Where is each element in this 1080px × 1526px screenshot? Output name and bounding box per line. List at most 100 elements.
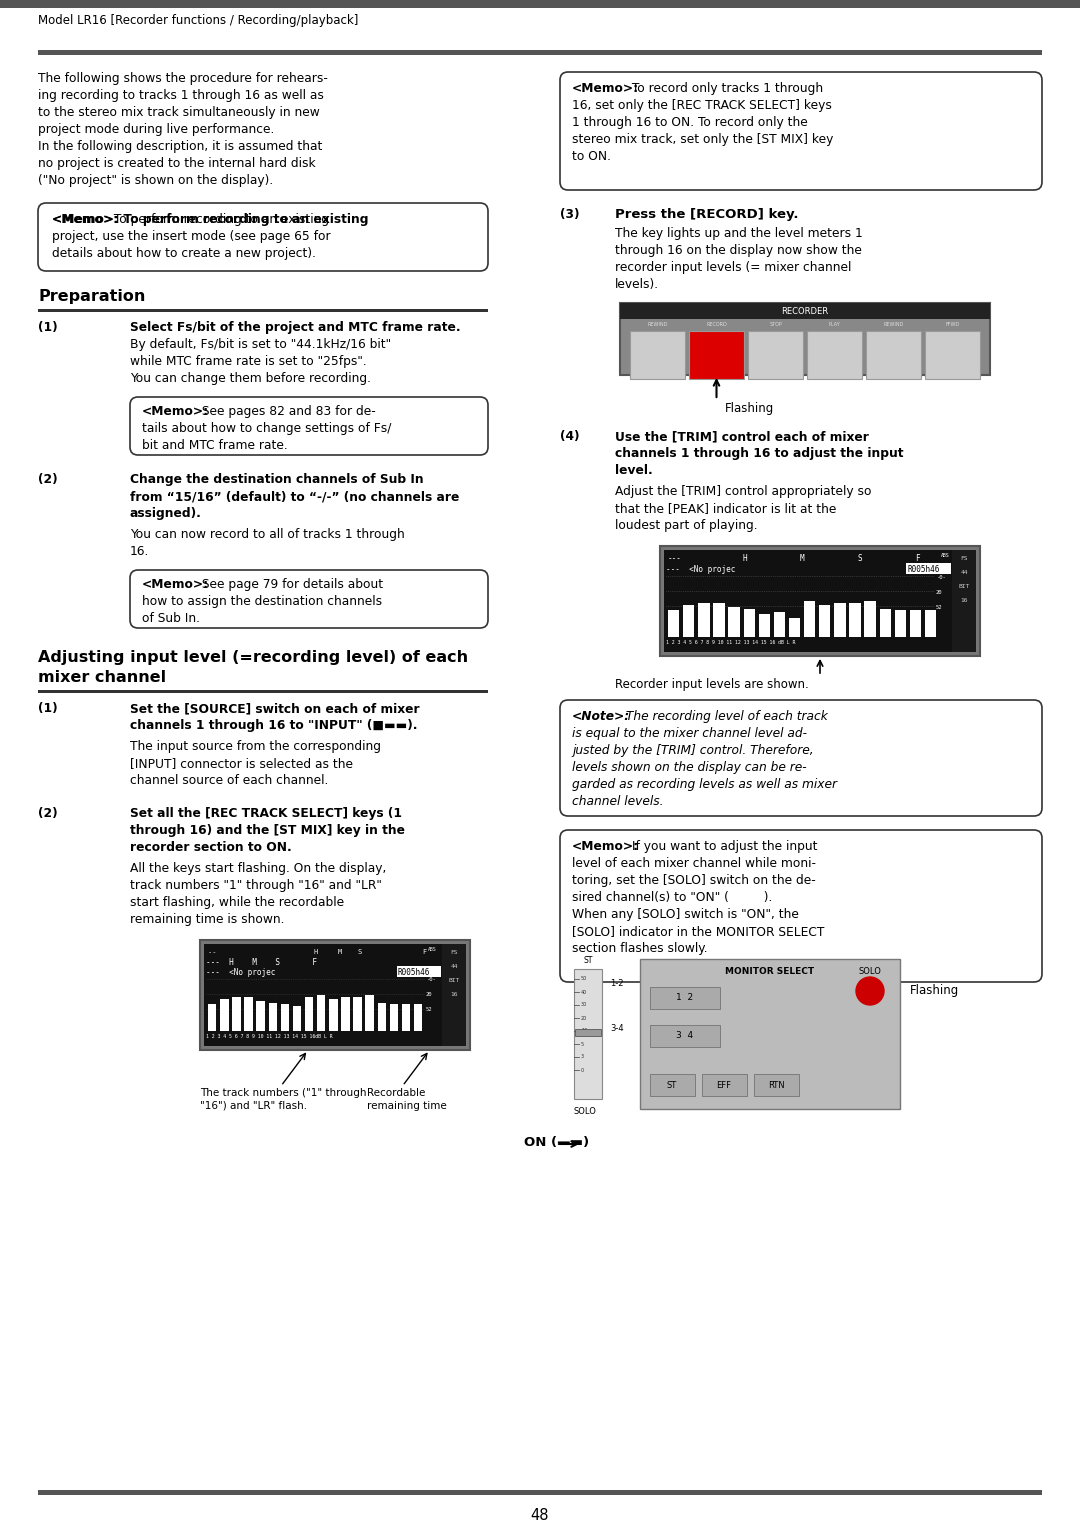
Text: STOP: STOP [769, 322, 782, 327]
Text: FFWD: FFWD [945, 322, 959, 327]
Bar [293, 1006, 301, 1032]
Bar [232, 996, 241, 1032]
Text: no project is created to the internal hard disk: no project is created to the internal ha… [38, 157, 315, 169]
Text: MONITOR SELECT: MONITOR SELECT [726, 967, 814, 977]
Text: <Memo>:: <Memo>: [141, 578, 210, 591]
Text: 20: 20 [581, 1015, 588, 1021]
Bar [390, 1004, 399, 1032]
Text: By default, Fs/bit is set to "44.1kHz/16 bit": By default, Fs/bit is set to "44.1kHz/16… [130, 337, 391, 351]
Text: If you want to adjust the input: If you want to adjust the input [627, 839, 818, 853]
Text: S: S [858, 554, 862, 563]
Bar [620, 304, 990, 319]
Text: channel levels.: channel levels. [572, 795, 663, 807]
Text: 16: 16 [450, 992, 458, 996]
Bar [894, 610, 906, 636]
Text: bit and MTC frame rate.: bit and MTC frame rate. [141, 439, 287, 452]
Bar [924, 610, 936, 636]
FancyBboxPatch shape [130, 571, 488, 629]
Text: PLAY: PLAY [828, 322, 840, 327]
Bar [660, 546, 980, 656]
Text: 1 through 16 to ON. To record only the: 1 through 16 to ON. To record only the [572, 116, 808, 130]
Text: ST: ST [583, 955, 593, 964]
Text: 1 2 3 4 5 6 7 8 9 10 11 12 13 14 15 16dB L R: 1 2 3 4 5 6 7 8 9 10 11 12 13 14 15 16dB… [206, 1035, 333, 1039]
Text: FS: FS [450, 951, 458, 955]
Bar [748, 331, 804, 378]
Text: track numbers "1" through "16" and "LR": track numbers "1" through "16" and "LR" [130, 879, 382, 893]
Text: (2): (2) [38, 807, 57, 819]
Text: section flashes slowly.: section flashes slowly. [572, 942, 707, 955]
Text: 3-4: 3-4 [610, 1024, 623, 1033]
Bar [365, 995, 374, 1032]
Text: is equal to the mixer channel level ad-: is equal to the mixer channel level ad- [572, 726, 807, 740]
Text: BIT: BIT [448, 978, 460, 983]
Text: <Memo>:: <Memo>: [572, 839, 639, 853]
Text: (1): (1) [38, 702, 57, 716]
Bar [773, 612, 785, 636]
Text: of Sub In.: of Sub In. [141, 612, 200, 626]
Text: levels shown on the display can be re-: levels shown on the display can be re- [572, 761, 807, 774]
Text: Model LR16 [Recorder functions / Recording/playback]: Model LR16 [Recorder functions / Recordi… [38, 14, 359, 27]
Text: stereo mix track, set only the [ST MIX] key: stereo mix track, set only the [ST MIX] … [572, 133, 834, 146]
Text: how to assign the destination channels: how to assign the destination channels [141, 595, 382, 607]
Text: Adjust the [TRIM] control appropriately so: Adjust the [TRIM] control appropriately … [615, 485, 872, 497]
Bar [442, 945, 465, 1045]
Text: 20: 20 [426, 992, 432, 996]
Text: The recording level of each track: The recording level of each track [622, 710, 828, 723]
Text: Flashing: Flashing [910, 984, 959, 996]
Text: To perform recording to an existing: To perform recording to an existing [110, 214, 329, 226]
Bar [414, 1004, 422, 1032]
Bar [620, 304, 990, 375]
Bar [353, 996, 362, 1032]
Text: Preparation: Preparation [38, 288, 146, 304]
Text: M: M [800, 554, 805, 563]
Text: recorder section to ON.: recorder section to ON. [130, 841, 292, 855]
Bar [38, 308, 488, 311]
Text: through 16) and the [ST MIX] key in the: through 16) and the [ST MIX] key in the [130, 824, 405, 836]
Text: ABS: ABS [942, 552, 950, 559]
Bar [397, 966, 441, 977]
Text: 1  2: 1 2 [676, 993, 693, 1003]
Text: EFF: EFF [716, 1080, 731, 1090]
Text: 5: 5 [581, 1042, 584, 1047]
Text: The track numbers ("1" through: The track numbers ("1" through [200, 1088, 366, 1099]
Bar [788, 618, 800, 636]
Bar [699, 603, 710, 636]
Text: 44: 44 [960, 571, 968, 575]
Bar [924, 331, 980, 378]
Text: F: F [422, 949, 427, 955]
Text: See page 79 for details about: See page 79 for details about [198, 578, 383, 591]
Text: S: S [357, 949, 362, 955]
Bar [834, 603, 846, 636]
Text: REWIND: REWIND [883, 322, 904, 327]
Text: project, use the insert mode (see page 65 for: project, use the insert mode (see page 6… [52, 230, 330, 243]
Text: 1 2 3 4 5 6 7 8 9 10 11 12 13 14 15 16 dB L R: 1 2 3 4 5 6 7 8 9 10 11 12 13 14 15 16 d… [666, 639, 795, 645]
Text: In the following description, it is assumed that: In the following description, it is assu… [38, 140, 322, 153]
Bar [378, 1003, 386, 1032]
Bar [650, 987, 720, 1009]
Text: 0: 0 [581, 1068, 584, 1073]
FancyBboxPatch shape [561, 700, 1042, 816]
Bar [754, 1074, 799, 1096]
Text: assigned).: assigned). [130, 507, 202, 520]
Text: F: F [915, 554, 920, 563]
Text: 16.: 16. [130, 545, 149, 559]
Bar [819, 604, 831, 636]
Text: [INPUT] connector is selected as the: [INPUT] connector is selected as the [130, 757, 353, 771]
Text: The following shows the procedure for rehears-: The following shows the procedure for re… [38, 72, 328, 85]
Text: 52: 52 [936, 604, 943, 610]
Text: 44: 44 [450, 964, 458, 969]
Text: To record only tracks 1 through: To record only tracks 1 through [627, 82, 823, 95]
Text: -0-: -0- [936, 575, 946, 580]
Bar [38, 50, 1042, 55]
Text: <Note>:: <Note>: [572, 710, 630, 723]
Text: ("No project" is shown on the display).: ("No project" is shown on the display). [38, 174, 273, 188]
Text: 20: 20 [936, 591, 943, 595]
Bar [256, 1001, 265, 1032]
Text: remaining time is shown.: remaining time is shown. [130, 913, 284, 926]
Bar [864, 601, 876, 636]
Text: <Memo>: To perform recording to an existing: <Memo>: To perform recording to an exist… [52, 214, 368, 226]
Text: Set all the [REC TRACK SELECT] keys (1: Set all the [REC TRACK SELECT] keys (1 [130, 807, 402, 819]
Bar [669, 610, 679, 636]
Text: All the keys start flashing. On the display,: All the keys start flashing. On the disp… [130, 862, 387, 874]
Text: RTN: RTN [768, 1080, 784, 1090]
